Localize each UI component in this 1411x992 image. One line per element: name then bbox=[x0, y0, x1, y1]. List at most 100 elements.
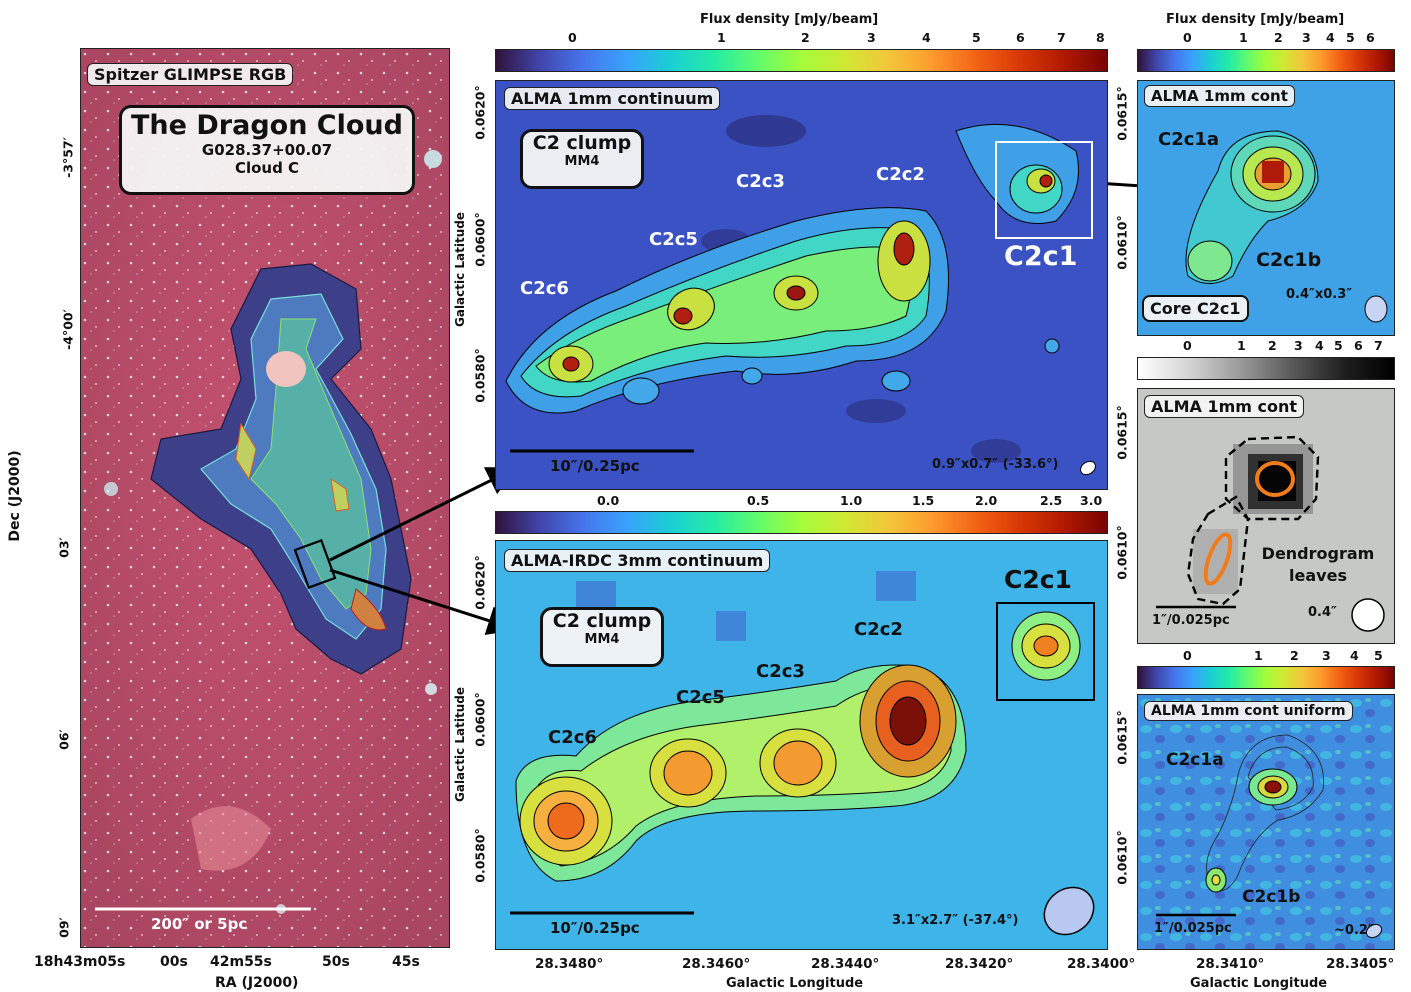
r2-cbar-tick: 4 bbox=[1315, 338, 1324, 353]
cloud-name-cloud: Cloud C bbox=[234, 159, 300, 177]
bot-clump-label: C2 clump bbox=[552, 610, 652, 632]
r1-core-label: Core C2c1 bbox=[1142, 295, 1249, 322]
r1-cbar-tick: 3 bbox=[1302, 30, 1311, 45]
r3-map bbox=[1138, 695, 1394, 949]
top-cbar-tick: 1 bbox=[717, 30, 726, 45]
r3-core-a: C2c1a bbox=[1166, 750, 1224, 770]
cloud-name-box: The Dragon Cloud G028.37+00.07 Cloud C bbox=[119, 105, 415, 195]
r2-beam: 0.4″ bbox=[1308, 605, 1337, 620]
bot-cbar-tick: 2.5 bbox=[1040, 493, 1063, 508]
ra-tick: 18h43m05s bbox=[34, 954, 126, 970]
alma-3mm-panel: ALMA-IRDC 3mm continuum C2 clump MM4 C2c… bbox=[495, 540, 1108, 950]
top-lat-axis-label: Galactic Latitude bbox=[453, 211, 467, 327]
r1-lat-tick: 0.0615° bbox=[1114, 86, 1130, 141]
top-cbar-tick: 6 bbox=[1016, 30, 1025, 45]
bot-lat-tick: 0.0600° bbox=[472, 692, 488, 747]
top-scalebar-label: 10″/0.25pc bbox=[550, 457, 640, 475]
top-core-label: C2c2 bbox=[876, 164, 925, 185]
r3-cbar-tick: 5 bbox=[1374, 648, 1383, 663]
r1-map bbox=[1138, 81, 1394, 335]
r3-cbar-tick: 1 bbox=[1254, 648, 1263, 663]
r1-cbar-tick: 5 bbox=[1346, 30, 1355, 45]
r3-lon-tick: 28.3405° bbox=[1326, 956, 1395, 972]
cloud-name-id: G028.37+00.07 bbox=[201, 141, 333, 159]
dec-tick: 06′ bbox=[56, 729, 72, 750]
r2-cbar-tick: 0 bbox=[1183, 338, 1192, 353]
bot-cbar-tick: 0.0 bbox=[597, 493, 620, 508]
r1-core-a: C2c1a bbox=[1158, 129, 1220, 150]
bot-lon-tick: 28.3480° bbox=[535, 956, 604, 972]
top-cbar-title: Flux density [mJy/beam] bbox=[700, 12, 879, 27]
bot-cbar-tick: 3.0 bbox=[1080, 493, 1103, 508]
r3-title: ALMA 1mm cont uniform bbox=[1144, 701, 1353, 721]
r2-lat-tick: 0.0610° bbox=[1114, 525, 1130, 580]
r1-core-b: C2c1b bbox=[1256, 249, 1322, 271]
r2-cbar-tick: 6 bbox=[1354, 338, 1363, 353]
bot-core-label: C2c3 bbox=[756, 661, 805, 682]
r1-cbar-tick: 6 bbox=[1366, 30, 1375, 45]
bot-cbar-tick: 2.0 bbox=[975, 493, 998, 508]
top-cbar-tick: 3 bbox=[867, 30, 876, 45]
r2-leaves-label: Dendrogram leaves bbox=[1261, 544, 1375, 585]
r3-lat-tick: 0.0615° bbox=[1114, 710, 1130, 765]
top-clump-label: C2 clump bbox=[532, 132, 632, 154]
ra-axis-label: RA (J2000) bbox=[215, 975, 299, 991]
ra-tick: 45s bbox=[392, 954, 420, 970]
bot-clump-box: C2 clump MM4 bbox=[540, 607, 664, 667]
r1-lat-tick: 0.0610° bbox=[1114, 215, 1130, 270]
r2-map bbox=[1138, 389, 1394, 643]
top-core-label: C2c6 bbox=[520, 278, 569, 299]
ra-tick: 50s bbox=[322, 954, 350, 970]
r3-cbar-tick: 0 bbox=[1183, 648, 1192, 663]
spitzer-panel: Spitzer GLIMPSE RGB The Dragon Cloud G02… bbox=[80, 48, 450, 948]
alma-1mm-map bbox=[496, 81, 1107, 489]
bot-lon-axis-label: Galactic Longitude bbox=[726, 976, 864, 991]
r3-cbar-tick: 2 bbox=[1290, 648, 1299, 663]
r3-core-b: C2c1b bbox=[1242, 887, 1301, 907]
r2-title: ALMA 1mm cont bbox=[1144, 395, 1305, 418]
top-cbar-tick: 0 bbox=[568, 30, 577, 45]
alma-1mm-title: ALMA 1mm continuum bbox=[504, 87, 721, 110]
spitzer-title: Spitzer GLIMPSE RGB bbox=[87, 63, 294, 86]
r1-cbar-tick: 1 bbox=[1239, 30, 1248, 45]
r3-colorbar bbox=[1137, 666, 1395, 689]
top-core-label: C2c3 bbox=[736, 171, 785, 192]
bot-lat-tick: 0.0580° bbox=[472, 828, 488, 883]
alma-3mm-map bbox=[496, 541, 1107, 949]
top-cbar-tick: 7 bbox=[1057, 30, 1066, 45]
r1-colorbar bbox=[1137, 49, 1395, 72]
dec-tick: 03′ bbox=[56, 537, 72, 558]
r3-scalebar-label: 1″/0.025pc bbox=[1154, 921, 1232, 936]
r1-cbar-tick: 4 bbox=[1326, 30, 1335, 45]
ra-tick: 00s bbox=[160, 954, 188, 970]
bot-clump-sub: MM4 bbox=[584, 632, 620, 647]
r3-lon-tick: 28.3410° bbox=[1196, 956, 1265, 972]
alma-1mm-panel: ALMA 1mm continuum C2 clump MM4 C2c1 C2c… bbox=[495, 80, 1108, 490]
r3-lat-tick: 0.0610° bbox=[1114, 830, 1130, 885]
r2-panel: ALMA 1mm cont Dendrogram leaves 1″/0.025… bbox=[1137, 388, 1395, 644]
r1-cbar-tick: 0 bbox=[1183, 30, 1192, 45]
top-cbar-tick: 4 bbox=[922, 30, 931, 45]
bot-cbar-tick: 0.5 bbox=[747, 493, 770, 508]
r2-lat-tick: 0.0615° bbox=[1114, 405, 1130, 460]
bot-cbar-tick: 1.0 bbox=[840, 493, 863, 508]
r2-cbar-tick: 7 bbox=[1374, 338, 1383, 353]
spitzer-scalebar-label: 200″ or 5pc bbox=[151, 915, 248, 933]
bot-scalebar-label: 10″/0.25pc bbox=[550, 919, 640, 937]
bot-lat-axis-label: Galactic Latitude bbox=[453, 686, 467, 802]
dec-axis-label: Dec (J2000) bbox=[7, 450, 23, 542]
top-lat-tick: 0.0600° bbox=[472, 212, 488, 267]
dec-tick: -4°00′ bbox=[60, 309, 76, 350]
alma-3mm-title: ALMA-IRDC 3mm continuum bbox=[504, 549, 771, 572]
bot-core-label: C2c2 bbox=[854, 619, 903, 640]
top-clump-box: C2 clump MM4 bbox=[520, 129, 644, 189]
bot-cbar-tick: 1.5 bbox=[912, 493, 935, 508]
bot-lon-tick: 28.3460° bbox=[682, 956, 751, 972]
r2-cbar-tick: 3 bbox=[1294, 338, 1303, 353]
r1-beam: 0.4″x0.3″ bbox=[1286, 287, 1353, 302]
r2-cbar-tick: 2 bbox=[1268, 338, 1277, 353]
bot-core-label: C2c5 bbox=[676, 687, 725, 708]
r2-scalebar-label: 1″/0.025pc bbox=[1152, 613, 1230, 628]
ra-tick: 42m55s bbox=[210, 954, 272, 970]
r2-colorbar bbox=[1137, 357, 1395, 380]
